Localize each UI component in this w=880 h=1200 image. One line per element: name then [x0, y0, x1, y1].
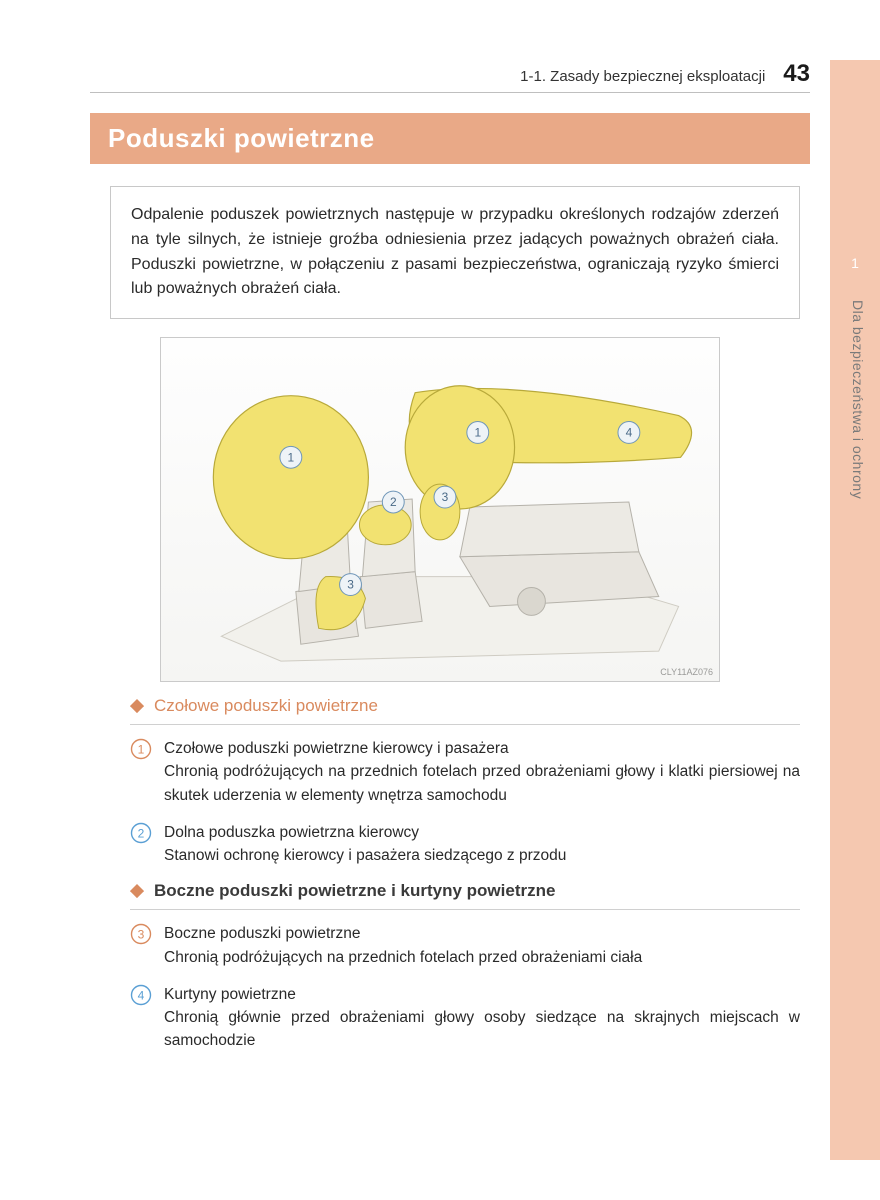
item-desc: Chronią głównie przed obrażeniami głowy … [164, 1006, 800, 1053]
badge-1-icon: 1 [130, 738, 152, 760]
item-desc: Stanowi ochronę kierowcy i pasażera sied… [164, 844, 566, 867]
list-item: 3 Boczne poduszki powietrzne Chronią pod… [130, 922, 800, 969]
item-title: Boczne poduszki powietrzne [164, 922, 642, 945]
svg-text:3: 3 [138, 928, 145, 942]
svg-text:4: 4 [626, 426, 633, 440]
svg-text:4: 4 [138, 988, 145, 1002]
list-item: 2 Dolna poduszka powietrzna kierowcy Sta… [130, 821, 800, 868]
item-desc: Chronią podróżujących na przednich fotel… [164, 946, 642, 969]
chapter-side-tab [830, 60, 880, 1160]
badge-2-icon: 2 [130, 822, 152, 844]
svg-text:1: 1 [474, 426, 481, 440]
badge-4-icon: 4 [130, 984, 152, 1006]
svg-text:3: 3 [442, 490, 449, 504]
list-item: 1 Czołowe poduszki powietrzne kierowcy i… [130, 737, 800, 807]
subhead-front-text: Czołowe poduszki powietrzne [154, 696, 378, 716]
diamond-icon [130, 884, 144, 898]
breadcrumb: 1-1. Zasady bezpiecznej eksploatacji [520, 68, 765, 85]
subhead-front-airbags: Czołowe poduszki powietrzne [130, 696, 800, 716]
item-title: Dolna poduszka powietrzna kierowcy [164, 821, 566, 844]
page-number: 43 [783, 60, 810, 88]
chapter-vertical-label: Dla bezpieczeństwa i ochrony [850, 300, 866, 499]
item-title: Czołowe poduszki powietrzne kierowcy i p… [164, 737, 800, 760]
diamond-icon [130, 699, 144, 713]
svg-text:2: 2 [138, 826, 145, 840]
page-root: 1 Dla bezpieczeństwa i ochrony 1-1. Zasa… [0, 0, 880, 1200]
airbag-diagram: 1 1 2 3 3 4 CLY11AZ076 [160, 337, 720, 682]
diagram-code: CLY11AZ076 [660, 667, 713, 677]
list-item: 4 Kurtyny powietrzne Chronią głównie prz… [130, 983, 800, 1053]
subhead-side-airbags: Boczne poduszki powietrzne i kurtyny pow… [130, 881, 800, 901]
svg-text:1: 1 [288, 450, 295, 464]
badge-3-icon: 3 [130, 923, 152, 945]
page-title: Poduszki powietrzne [90, 113, 810, 164]
item-desc: Chronią podróżujących na przednich fotel… [164, 760, 800, 807]
divider [130, 909, 800, 910]
page-header: 1-1. Zasady bezpiecznej eksploatacji 43 [0, 60, 880, 93]
svg-text:1: 1 [138, 743, 145, 757]
subhead-side-text: Boczne poduszki powietrzne i kurtyny pow… [154, 881, 555, 901]
chapter-number: 1 [830, 255, 880, 271]
header-rule [90, 92, 810, 93]
content-area: Czołowe poduszki powietrzne 1 Czołowe po… [0, 696, 880, 1053]
intro-paragraph: Odpalenie poduszek powietrznych następuj… [110, 186, 800, 319]
divider [130, 724, 800, 725]
item-title: Kurtyny powietrzne [164, 983, 800, 1006]
svg-text:3: 3 [347, 578, 354, 592]
svg-text:2: 2 [390, 495, 397, 509]
